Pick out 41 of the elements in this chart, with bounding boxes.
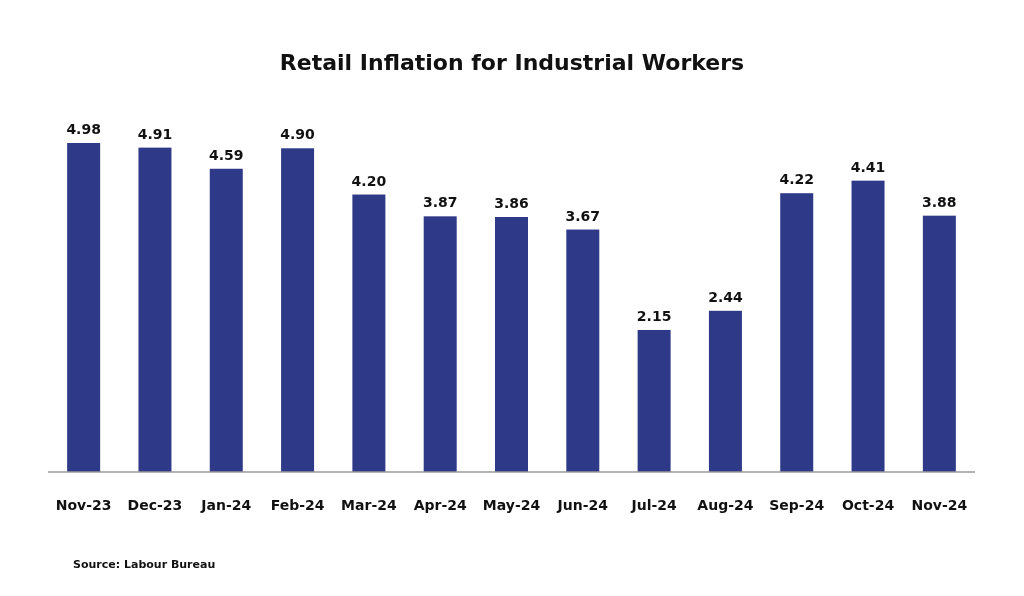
data-label: 2.15: [636, 307, 672, 324]
x-tick-label: Dec-23: [127, 497, 183, 513]
x-tick-label: Nov-23: [55, 497, 112, 513]
bar: [566, 229, 600, 472]
bar: [495, 216, 528, 472]
bar: [708, 310, 742, 472]
chart-title: Retail Inflation for Industrial Workers: [279, 50, 745, 75]
x-tick-label: Jan-24: [200, 497, 252, 513]
data-label: 3.88: [922, 193, 957, 210]
source-note: Source: Labour Bureau: [73, 558, 216, 571]
data-label: 3.87: [422, 194, 458, 211]
bar: [281, 148, 315, 472]
x-tick-label: Jul-24: [630, 497, 677, 513]
x-tick-label: Aug-24: [697, 497, 754, 513]
bar: [67, 143, 101, 472]
x-tick-label: May-24: [482, 497, 541, 513]
x-tick-label: Apr-24: [413, 497, 467, 513]
data-label: 4.22: [779, 171, 814, 188]
bar: [352, 194, 386, 472]
x-tick-label: Feb-24: [270, 497, 325, 513]
bar: [922, 215, 956, 472]
bar: [423, 216, 457, 472]
x-tick-label: Nov-24: [911, 497, 968, 513]
x-tick-label: Oct-24: [841, 497, 895, 513]
data-label: 3.67: [565, 207, 601, 224]
data-label: 4.20: [351, 172, 387, 189]
data-label: 4.59: [209, 146, 244, 163]
data-label: 4.91: [137, 125, 173, 142]
data-label: 2.44: [708, 288, 743, 305]
data-label: 3.86: [494, 194, 529, 211]
data-label: 4.98: [66, 121, 101, 137]
x-tick-label: Jun-24: [556, 497, 609, 513]
bar: [209, 168, 243, 472]
bar: [637, 329, 671, 472]
data-label: 4.90: [280, 126, 316, 143]
bar: [780, 193, 814, 472]
bar: [851, 180, 885, 472]
bar: [138, 147, 172, 472]
x-tick-label: Sep-24: [769, 497, 825, 513]
data-label: 4.41: [850, 158, 886, 175]
x-tick-label: Mar-24: [341, 497, 397, 513]
